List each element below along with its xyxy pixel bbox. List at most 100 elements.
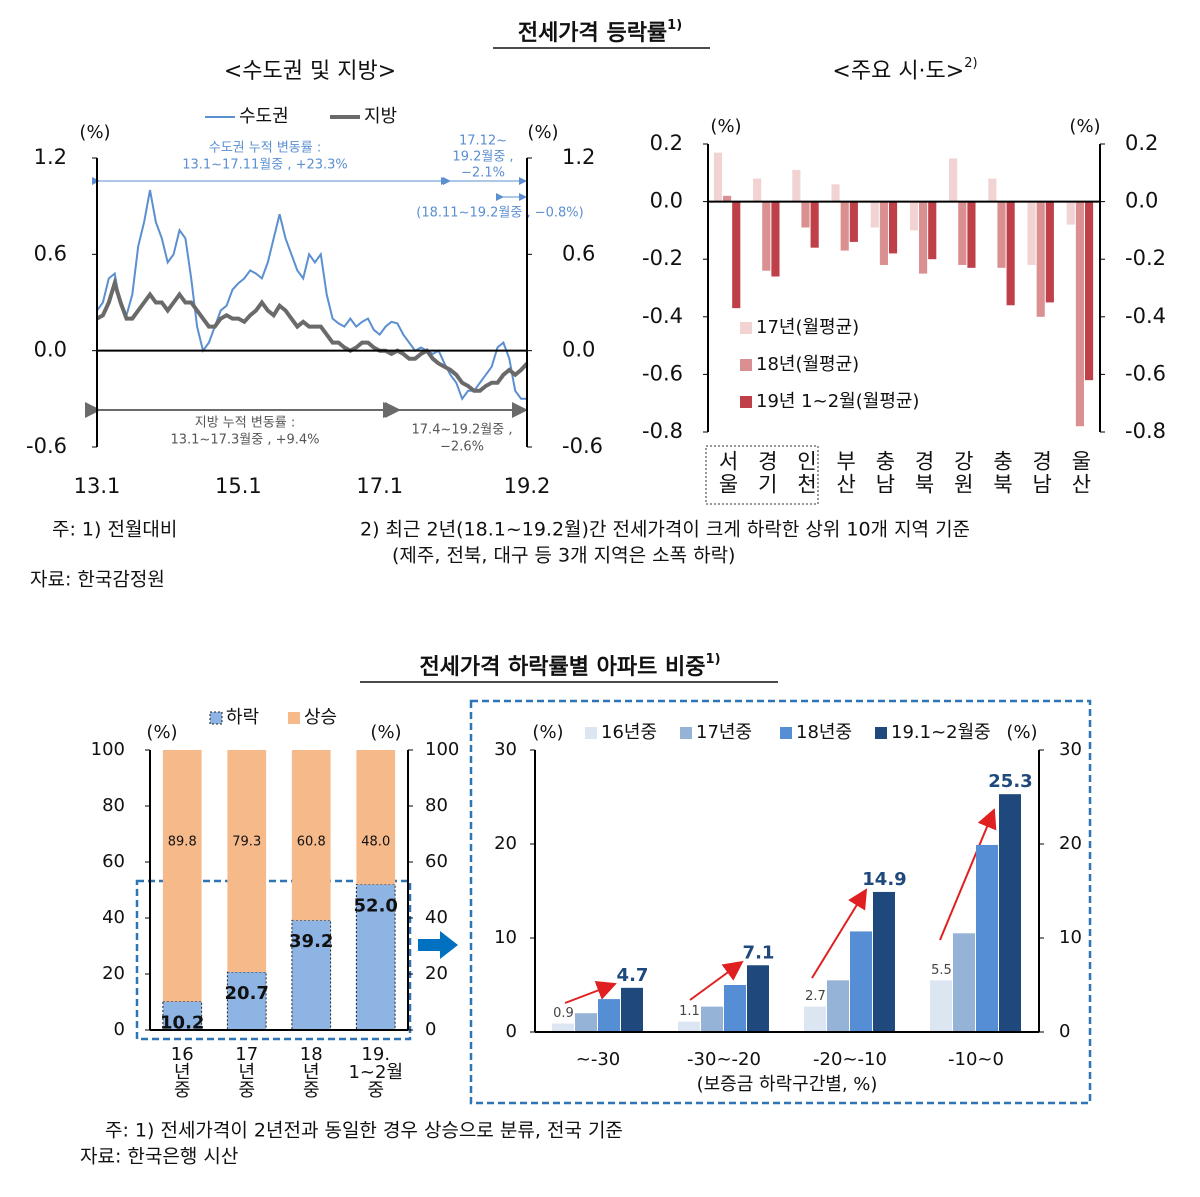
title-text: 전세가격 등락률 — [518, 21, 667, 46]
x-tick-label: 년 — [238, 1062, 255, 1083]
series-line — [96, 189, 527, 401]
highlight-box — [469, 699, 1092, 1105]
bar — [870, 201, 879, 228]
x-tick-label: 17 — [235, 1044, 258, 1065]
chart-title: <수도권 및 지방> — [224, 59, 396, 84]
bar — [909, 201, 919, 231]
legend-label: 19.1~2월중 — [891, 722, 991, 743]
series-line — [96, 276, 529, 393]
y-tick-label: 100 — [91, 739, 125, 760]
x-tick-label: 인천 — [794, 450, 818, 496]
bar — [1066, 201, 1075, 225]
y2-unit: (%) — [1069, 116, 1100, 137]
bar — [1027, 201, 1036, 265]
bar-segment — [162, 750, 202, 1002]
y-unit: (%) — [532, 722, 563, 743]
legend-swatch — [740, 396, 752, 408]
y2-tick-label: -0.2 — [1125, 246, 1166, 270]
bar — [831, 184, 840, 202]
y-tick-label: -0.4 — [642, 304, 683, 328]
legend-label: 19년 1~2월(월평균) — [756, 391, 919, 412]
x-tick-label: 년 — [174, 1062, 191, 1083]
bar — [888, 201, 898, 254]
bar — [801, 201, 810, 228]
legend-swatch — [288, 712, 300, 724]
bar — [732, 201, 741, 309]
legend-swatch — [209, 711, 223, 725]
y2-tick-label: 0 — [425, 1019, 436, 1040]
data-label: 60.8 — [297, 835, 326, 850]
legend-swatch — [585, 727, 597, 739]
y2-unit: (%) — [370, 722, 401, 743]
title-text: 전세가격 하락률별 아파트 비중 — [419, 655, 705, 680]
data-label: 2.7 — [805, 989, 826, 1004]
y2-tick-label: 20 — [1059, 833, 1082, 854]
y-tick-label: -0.8 — [642, 419, 683, 443]
bar — [746, 965, 769, 1032]
main-title: 전세가격 등락률1) — [518, 18, 682, 47]
x-tick-label: 19. — [361, 1044, 390, 1065]
y2-tick-label: 40 — [425, 907, 448, 928]
y2-tick-label: 0.0 — [562, 338, 595, 362]
highlight-box — [705, 445, 819, 505]
data-label: 7.1 — [743, 942, 775, 963]
bar-segment — [291, 919, 332, 1031]
bar — [930, 980, 953, 1032]
x-tick-label: 경남 — [1029, 450, 1053, 496]
bar — [810, 201, 819, 248]
bar-segment — [227, 750, 267, 973]
data-label: 10.2 — [160, 1012, 204, 1033]
data-label: 20.7 — [225, 983, 269, 1004]
bar — [997, 201, 1006, 268]
x-tick-label: ~-30 — [576, 1049, 620, 1070]
legend-swatch — [780, 727, 792, 739]
y-tick-label: 0 — [114, 1019, 125, 1040]
y-tick-label: 20 — [102, 963, 125, 984]
bar — [850, 931, 872, 1032]
bar — [723, 195, 732, 202]
title-text: <수도권 및 지방> — [224, 59, 396, 84]
note: 주: 1) 전세가격이 2년전과 동일한 경우 상승으로 분류, 전국 기준 — [105, 1120, 623, 1142]
data-label: 0.9 — [553, 1006, 574, 1021]
annotation: 13.1~17.11월중 , +23.3% — [182, 158, 348, 173]
title-sup: 1) — [667, 18, 682, 33]
y2-unit: (%) — [1006, 722, 1037, 743]
data-label: 5.5 — [931, 963, 952, 978]
arrow — [418, 931, 458, 959]
trend-arrows — [564, 808, 997, 1004]
y2-tick-label: 100 — [425, 739, 459, 760]
bar — [762, 201, 771, 271]
y-tick-label: 60 — [102, 851, 125, 872]
y2-tick-label: 0.6 — [562, 241, 595, 265]
y-tick-label: 30 — [494, 739, 517, 760]
bar — [713, 152, 723, 202]
data-label: 39.2 — [289, 931, 333, 952]
annotation: 19.2월중 , — [452, 150, 513, 165]
bar — [919, 201, 928, 274]
x-tick-label: 16 — [171, 1044, 194, 1065]
annotation: −2.1% — [461, 166, 505, 181]
y-tick-label: 0.0 — [650, 189, 683, 213]
bar — [976, 844, 998, 1032]
chart-title: <주요 시·도>2) — [832, 56, 977, 85]
y-unit: (%) — [146, 722, 177, 743]
bar — [598, 999, 620, 1032]
bar — [988, 178, 997, 202]
bar — [958, 201, 967, 265]
bar — [1006, 201, 1015, 306]
y2-tick-label: 20 — [425, 963, 448, 984]
data-label: 79.3 — [232, 835, 261, 850]
annotation: 17.12~ — [459, 134, 507, 149]
annotation: 수도권 누적 변동률 : — [209, 141, 321, 156]
legend-label: 하락 — [226, 707, 259, 728]
bar — [678, 1021, 701, 1032]
y-tick-label: 0 — [506, 1021, 517, 1042]
y2-tick-label: 60 — [425, 851, 448, 872]
legend-swatch — [740, 359, 752, 371]
data-label: 4.7 — [617, 965, 649, 986]
bar — [1045, 201, 1054, 303]
bar — [1036, 201, 1045, 317]
y2-tick-label: 10 — [1059, 927, 1082, 948]
